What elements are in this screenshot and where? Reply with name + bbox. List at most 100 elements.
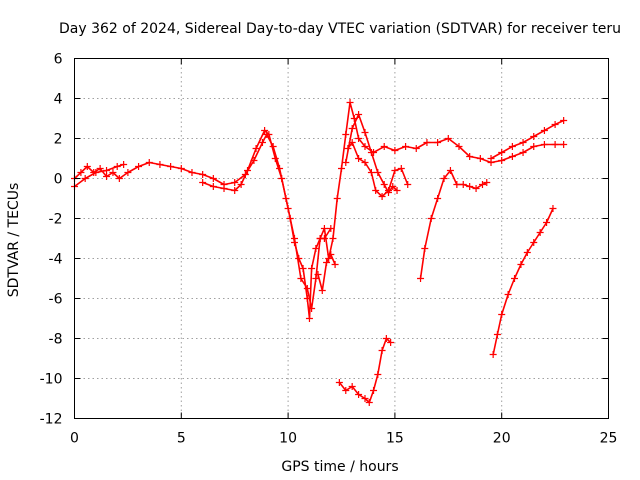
data-point [344,145,352,152]
x-tick-label: 20 [493,431,511,447]
series-line [345,113,398,194]
data-point [472,185,480,192]
data-point [342,131,350,138]
data-point [476,155,484,162]
data-point [508,153,516,160]
data-point [404,181,412,188]
data-point [508,143,516,150]
data-point [167,163,175,170]
data-point [387,339,395,346]
x-tick-label: 0 [70,431,79,447]
series-arc-8 [335,335,395,406]
grid-lines [74,58,609,419]
data-point [338,165,345,172]
data-point [367,149,375,156]
y-tick-label: 6 [54,52,63,68]
data-point [549,205,557,212]
series-line [419,169,488,280]
x-tick-label: 10 [279,431,297,447]
data-point [498,311,506,318]
data-point [342,159,350,166]
data-point [374,371,382,378]
series-arc-6 [344,139,412,200]
data-point [348,383,356,390]
axis-ticks: 0 5 10 15 20 25 -12 -10 -8 -6 -4 -2 0 2 4 6 [40,52,618,447]
series-line [201,129,332,310]
data-point [380,143,388,150]
data-point [540,141,548,148]
data-point [372,187,380,194]
data-point [258,139,266,146]
data-point [397,165,405,172]
data-point [361,395,369,402]
data-point [444,135,452,142]
data-point [530,133,538,140]
series-arc-2 [71,161,128,190]
data-point [489,351,497,358]
data-point [327,225,335,232]
data-point [560,141,568,148]
plot-frame [74,58,609,419]
data-point [361,143,369,150]
data-point [560,117,568,124]
data-point [135,163,143,170]
series-arc-3 [199,127,335,312]
data-point [308,265,316,272]
data-point [278,175,286,182]
data-point [478,181,486,188]
data-point [314,271,322,278]
data-point [96,165,104,172]
data-point [466,153,474,160]
data-point [391,167,399,174]
data-point [103,173,111,180]
data-point [365,399,373,406]
data-point [297,275,305,282]
data-point [81,175,89,182]
data-point [504,291,512,298]
data-point [459,181,467,188]
data-point [209,175,217,182]
series-line [338,337,392,404]
data-point [440,175,448,182]
data-point [498,149,506,156]
data-point [382,335,390,342]
data-point [483,179,491,186]
data-point [361,159,369,166]
series-arc-5 [342,111,401,196]
series-line [73,101,565,320]
data-point [342,387,350,394]
data-point [361,129,369,136]
data-point [402,143,410,150]
data-point [434,195,442,202]
chart-title: Day 362 of 2024, Sidereal Day-to-day VTE… [59,21,621,37]
data-point [124,169,132,176]
x-tick-label: 15 [386,431,404,447]
data-point [348,125,356,132]
data-point [103,167,111,174]
data-point [199,179,207,186]
y-tick-label: -2 [49,212,63,228]
data-point [331,261,339,268]
data-point [271,155,279,162]
data-point [427,215,435,222]
data-point [220,185,228,192]
data-point [434,139,442,146]
data-point [312,245,320,252]
data-point [530,143,538,150]
data-point [329,235,337,242]
data-point [320,225,328,232]
data-point [327,251,335,258]
data-point [320,235,328,242]
data-point [374,169,382,176]
data-point [261,127,269,134]
data-point [291,235,299,242]
y-tick-label: -10 [40,372,63,388]
data-point [231,187,239,194]
data-point [380,181,388,188]
data-point [540,127,548,134]
data-point [519,139,527,146]
data-point [305,315,313,322]
data-point [523,249,531,256]
series-line [490,119,565,160]
